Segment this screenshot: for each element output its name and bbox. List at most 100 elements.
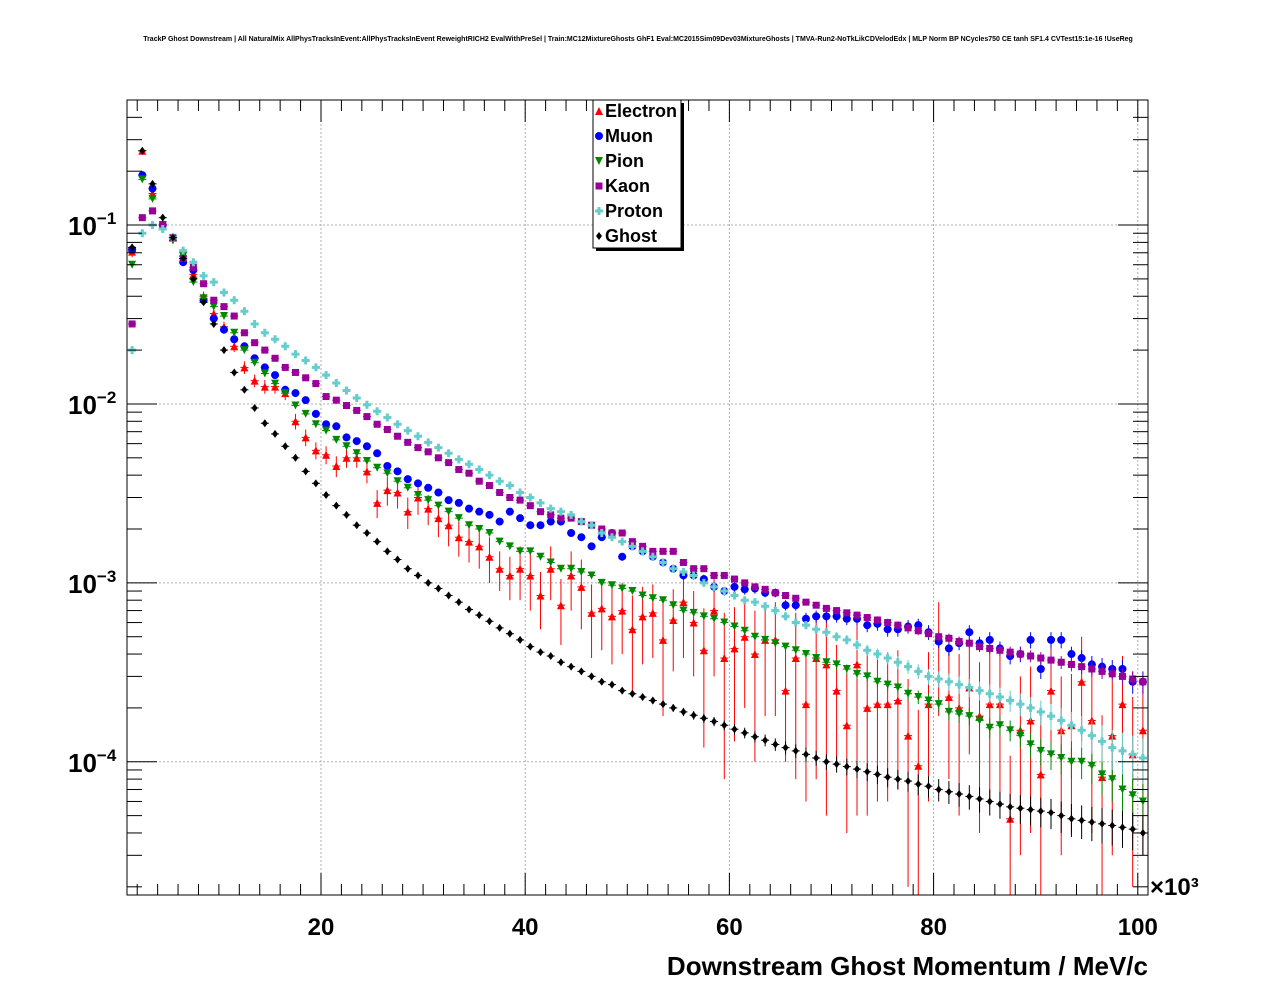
data-point <box>618 529 626 537</box>
data-point <box>251 339 259 347</box>
data-point <box>801 700 810 709</box>
data-point <box>230 328 239 337</box>
data-point <box>219 288 228 297</box>
data-point <box>536 552 545 561</box>
data-point <box>230 335 239 344</box>
data-point <box>231 368 238 377</box>
data-point <box>842 721 851 730</box>
data-point <box>740 632 749 641</box>
data-point <box>659 558 668 567</box>
data-point <box>822 604 830 612</box>
data-point <box>271 354 279 362</box>
data-point <box>791 646 800 655</box>
data-point <box>322 393 330 401</box>
data-point <box>905 777 912 786</box>
data-point <box>200 298 207 307</box>
series-proton <box>128 221 1147 785</box>
data-point <box>944 707 953 716</box>
data-point <box>618 552 627 561</box>
data-point <box>373 498 382 507</box>
data-point <box>648 552 657 561</box>
data-point <box>1077 726 1086 735</box>
data-point <box>863 614 871 622</box>
data-point <box>883 625 892 634</box>
data-point <box>699 578 708 587</box>
data-point <box>506 629 513 638</box>
data-point <box>812 654 821 663</box>
data-point <box>607 612 616 621</box>
data-point <box>873 616 881 624</box>
data-point <box>710 582 719 591</box>
data-point <box>659 635 668 644</box>
data-point <box>893 658 902 667</box>
data-point <box>842 635 851 644</box>
data-point <box>291 389 300 398</box>
data-point <box>485 528 494 537</box>
data-point <box>485 471 494 480</box>
data-point <box>1057 658 1065 666</box>
data-point <box>342 442 351 451</box>
data-point <box>689 608 698 617</box>
data-point <box>301 396 310 405</box>
data-point <box>495 564 504 573</box>
data-point <box>812 612 821 621</box>
data-point <box>1118 700 1127 709</box>
data-point <box>403 483 412 492</box>
data-point <box>945 787 952 796</box>
data-point <box>250 358 259 367</box>
data-point <box>567 510 576 519</box>
data-point <box>454 533 463 542</box>
data-point <box>915 780 922 789</box>
data-point <box>700 714 707 723</box>
data-point <box>1119 823 1126 832</box>
data-point <box>1037 807 1044 816</box>
data-point <box>404 438 412 446</box>
data-point <box>750 650 759 659</box>
x-tick-label: 20 <box>308 914 335 941</box>
data-point <box>250 376 259 385</box>
data-point <box>139 146 146 155</box>
data-point <box>648 608 657 617</box>
data-point <box>373 407 382 416</box>
data-point <box>577 517 586 526</box>
data-point <box>801 614 810 623</box>
data-point <box>1057 635 1066 644</box>
data-point <box>374 537 381 546</box>
legend-marker-pion <box>595 157 603 165</box>
data-point <box>424 496 433 505</box>
data-point <box>485 552 494 561</box>
data-point <box>291 350 300 359</box>
data-point <box>179 246 188 255</box>
data-point <box>434 488 443 497</box>
data-point <box>914 761 923 770</box>
series-ghost <box>128 146 1147 856</box>
data-point <box>864 767 871 776</box>
data-point <box>842 664 851 673</box>
data-point <box>362 442 371 451</box>
data-point <box>822 628 831 637</box>
data-point <box>893 683 902 692</box>
data-point <box>1057 753 1066 762</box>
data-point <box>833 760 840 769</box>
data-point <box>404 564 411 573</box>
data-point <box>781 686 790 695</box>
data-point <box>311 446 320 455</box>
data-point <box>956 790 963 799</box>
series-pion <box>128 175 1147 833</box>
data-point <box>526 571 535 580</box>
data-point <box>587 542 596 551</box>
data-point <box>955 709 964 718</box>
data-point <box>517 635 524 644</box>
data-point <box>567 571 576 580</box>
data-point <box>1139 678 1147 686</box>
data-point <box>813 753 820 762</box>
data-point <box>556 564 565 573</box>
data-point <box>475 525 484 534</box>
data-point <box>699 612 708 621</box>
data-point <box>792 746 799 755</box>
data-point <box>597 578 606 587</box>
data-point <box>424 438 433 447</box>
data-point <box>1016 731 1025 740</box>
data-point <box>1078 663 1086 671</box>
y-tick-label: 10−4 <box>68 746 117 778</box>
